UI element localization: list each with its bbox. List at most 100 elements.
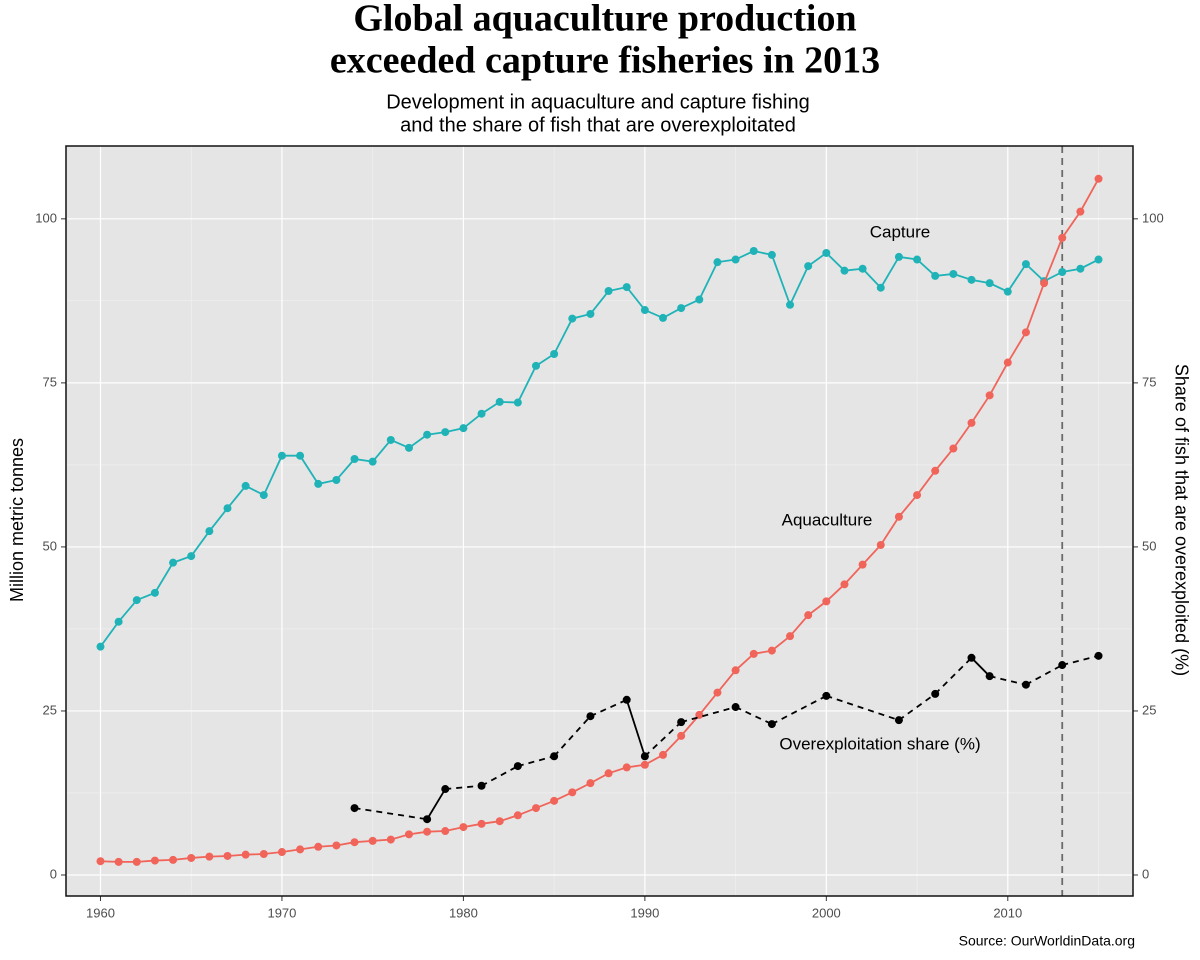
data-point xyxy=(314,842,323,851)
data-point xyxy=(586,779,595,788)
y2-axis-label: Share of fish that are overexploited (%) xyxy=(1171,364,1191,676)
data-point xyxy=(604,287,613,296)
data-point xyxy=(1003,287,1012,296)
data-point xyxy=(477,819,486,828)
data-point xyxy=(296,451,305,460)
y-tick-label: 100 xyxy=(35,210,57,225)
data-point xyxy=(677,304,686,313)
data-point xyxy=(259,491,268,500)
data-point xyxy=(1076,264,1085,273)
data-point xyxy=(332,475,341,484)
data-point xyxy=(822,691,831,700)
data-point xyxy=(150,588,159,597)
data-point xyxy=(677,731,686,740)
data-point xyxy=(223,851,232,860)
data-point xyxy=(604,769,613,778)
data-point xyxy=(350,454,359,463)
data-point xyxy=(985,279,994,288)
data-point xyxy=(386,835,395,844)
data-point xyxy=(477,409,486,418)
data-point xyxy=(441,428,450,437)
data-point xyxy=(949,444,958,453)
data-point xyxy=(822,597,831,606)
data-point xyxy=(1076,207,1085,216)
y2-tick-label: 0 xyxy=(1142,866,1149,881)
data-point xyxy=(913,491,922,500)
data-point xyxy=(749,246,758,255)
data-point xyxy=(622,695,631,704)
y2-tick-label: 50 xyxy=(1142,538,1156,553)
data-point xyxy=(477,781,486,790)
data-point xyxy=(804,262,813,271)
data-point xyxy=(314,479,323,488)
series-segment xyxy=(680,706,736,723)
chart-title: Global aquaculture production xyxy=(353,0,856,40)
series-segment xyxy=(553,715,592,757)
data-point xyxy=(985,672,994,681)
data-point xyxy=(967,275,976,284)
series-segment xyxy=(735,706,773,725)
data-point xyxy=(187,552,196,561)
data-point xyxy=(296,845,305,854)
data-point xyxy=(931,466,940,475)
data-point xyxy=(749,649,758,658)
series-line xyxy=(99,250,1099,648)
data-point xyxy=(858,264,867,273)
data-point xyxy=(1058,661,1067,670)
data-point xyxy=(1094,255,1103,264)
y-tick-label: 50 xyxy=(43,538,57,553)
data-point xyxy=(423,430,432,439)
data-point xyxy=(441,827,450,836)
data-point xyxy=(1040,279,1049,288)
data-point xyxy=(114,617,123,626)
chart-subtitle: Development in aquaculture and capture f… xyxy=(386,91,810,113)
y-tick-label: 0 xyxy=(50,866,57,881)
series-label: Overexploitation share (%) xyxy=(779,734,980,753)
data-point xyxy=(1003,358,1012,367)
data-point xyxy=(677,718,686,727)
data-point xyxy=(404,830,413,839)
plot-border xyxy=(65,145,1134,897)
data-point xyxy=(495,817,504,826)
y2-tick-label: 75 xyxy=(1142,374,1156,389)
x-tick-label: 1980 xyxy=(449,905,478,920)
series-segment xyxy=(590,698,628,718)
data-point xyxy=(132,596,141,605)
data-point xyxy=(622,763,631,772)
data-point xyxy=(767,250,776,259)
data-point xyxy=(985,391,994,400)
series-segment xyxy=(354,807,428,821)
data-point xyxy=(96,857,105,866)
series-segment xyxy=(426,788,447,820)
data-point xyxy=(931,689,940,698)
source: Source: OurWorldinData.org xyxy=(959,933,1135,949)
data-point xyxy=(586,309,595,318)
data-point xyxy=(459,823,468,832)
data-point xyxy=(223,504,232,513)
data-point xyxy=(386,435,395,444)
data-point xyxy=(876,540,885,549)
y-axis-label: Million metric tonnes xyxy=(7,438,27,602)
data-point xyxy=(1021,260,1030,269)
data-point xyxy=(132,857,141,866)
data-point xyxy=(894,716,903,725)
data-point xyxy=(259,850,268,859)
data-point xyxy=(894,252,903,261)
data-point xyxy=(786,300,795,309)
data-point xyxy=(731,666,740,675)
data-point xyxy=(550,752,559,761)
data-point xyxy=(531,804,540,813)
data-point xyxy=(695,295,704,304)
x-tick-label: 1970 xyxy=(267,905,296,920)
data-point xyxy=(568,788,577,797)
series-label: Capture xyxy=(870,222,930,241)
chart-subtitle: and the share of fish that are overexplo… xyxy=(400,114,796,136)
data-point xyxy=(187,853,196,862)
y2-tick-label: 25 xyxy=(1142,702,1156,717)
data-point xyxy=(804,611,813,620)
data-point xyxy=(640,306,649,315)
data-point xyxy=(876,283,885,292)
data-point xyxy=(840,580,849,589)
data-point xyxy=(277,848,286,857)
